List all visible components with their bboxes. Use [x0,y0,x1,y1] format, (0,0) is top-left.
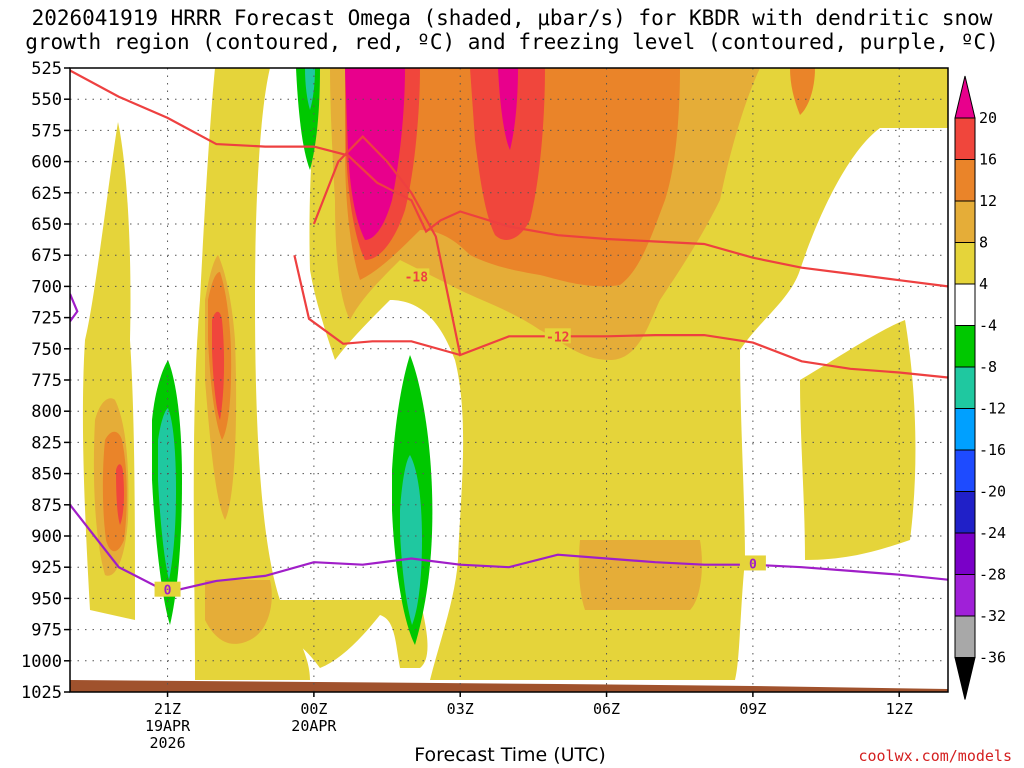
colorbar-label: -36 [979,649,1006,667]
title-line-1: 2026041919 HRRR Forecast Omega (shaded, … [31,6,993,30]
y-tick-label: 875 [31,496,62,516]
omega-neg-region-3-core [305,68,315,110]
y-axis: 525 550 575 600 625 650 675 700 725 750 775 800 825 8… [21,59,70,703]
y-tick-label: 825 [31,433,62,453]
y-tick-label: 850 [31,465,62,485]
colorbar-label: -16 [979,441,1006,459]
contour-label-bg [544,328,571,344]
colorbar-label: -8 [979,358,997,376]
colorbar-top-arrow [954,75,976,119]
contour-line [70,504,948,594]
colorbar-bottom-arrow [954,657,976,700]
colorbar-block [954,159,976,202]
omega-8-region-low [205,580,272,644]
colorbar-block [954,200,976,243]
colorbar-block [954,366,976,409]
omega-20-region-2 [498,68,518,150]
colorbar-label: -12 [979,400,1006,418]
y-tick-label: 1025 [21,683,62,703]
contour-label: 0 [749,557,757,572]
omega-20-region [345,68,405,240]
x-tick-label: 19APR [145,717,191,735]
colorbar-block [954,491,976,534]
y-tick-label: 900 [31,527,62,547]
x-tick-label: 06Z [593,700,620,718]
x-tick-label: 21Z [154,700,181,718]
colorbar-label: 20 [979,109,997,127]
y-tick-label: 550 [31,90,62,110]
credit-link[interactable]: coolwx.com/models [858,747,1012,765]
colorbar-block [954,325,976,368]
y-tick-label: 975 [31,621,62,641]
y-tick-label: 775 [31,371,62,391]
y-tick-label: 950 [31,589,62,609]
contour-labels: -18 -12 0 0 [154,268,766,599]
colorbar-label: 8 [979,234,988,252]
colorbar-label: -20 [979,483,1006,501]
x-tick-label: 2026 [149,734,185,752]
omega-16-region-west-2 [116,464,124,525]
colorbar-block [954,408,976,451]
y-tick-label: 750 [31,340,62,360]
x-tick-label: 12Z [886,700,913,718]
contour-label-bg [403,268,430,284]
terrain [70,680,948,692]
y-tick-label: 1000 [21,652,62,672]
y-tick-label: 575 [31,121,62,141]
colorbar-block [954,283,976,326]
contour-label: -18 [405,270,429,285]
contour-line [70,69,948,288]
colorbar-label: 16 [979,151,997,169]
y-tick-label: 700 [31,277,62,297]
title-line-2: growth region (contoured, red, ºC) and f… [25,30,999,54]
omega-8-region-low-2 [578,540,702,610]
omega-16-region-west [212,311,225,420]
omega-12-region-east-patch [790,68,815,115]
x-tick-label: 03Z [447,700,474,718]
contour-label-bg [739,555,766,571]
y-tick-label: 525 [31,59,62,79]
colorbar-label: -32 [979,607,1006,625]
colorbar-block [954,574,976,617]
colorbar-block [954,242,976,285]
omega-neg-region-1-core [158,408,176,580]
colorbar-label: -24 [979,524,1006,542]
y-tick-label: 625 [31,184,62,204]
x-tick-label: 00Z [300,700,327,718]
colorbar-label: 4 [979,275,988,293]
x-tick-label: 20APR [291,717,337,735]
omega-neg-region-2-core [400,455,422,625]
colorbar-block [954,117,976,160]
y-tick-label: 800 [31,402,62,422]
omega-16-region [470,68,545,240]
y-tick-label: 725 [31,309,62,329]
y-tick-label: 925 [31,558,62,578]
colorbar-label: -28 [979,566,1006,584]
x-tick-label: 09Z [739,700,766,718]
y-tick-label: 650 [31,215,62,235]
colorbar-block [954,532,976,575]
contour-line [293,254,461,357]
contour-line [70,293,79,322]
contour-label: -12 [546,330,569,345]
y-tick-label: 600 [31,153,62,173]
y-tick-label: 675 [31,246,62,266]
colorbar-label: 12 [979,192,997,210]
colorbar-block [954,615,976,658]
colorbar-label: -4 [979,317,997,335]
colorbar-block [954,449,976,492]
contour-label-bg [154,581,181,597]
contour-label: 0 [164,584,172,599]
omega-shading [82,68,948,680]
chart-title: 2026041919 HRRR Forecast Omega (shaded, … [0,6,1024,54]
colorbar: 20 16 12 8 4 -4 -8 -12 -16 -20 -24 -28 -32 -36 [954,75,1006,700]
x-axis-label: Forecast Time (UTC) [414,744,606,766]
omega-4-region-west-2 [193,68,310,680]
